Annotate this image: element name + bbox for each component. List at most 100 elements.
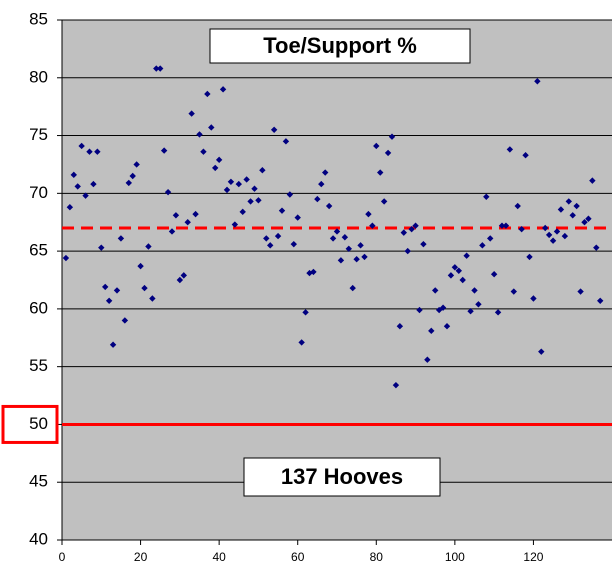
y-tick-label: 65	[29, 241, 48, 260]
y-tick-label: 80	[29, 67, 48, 86]
point	[329, 235, 337, 242]
y-tick-label: 45	[29, 472, 48, 491]
point	[443, 323, 451, 330]
point	[569, 212, 576, 219]
point	[404, 247, 411, 255]
point	[353, 256, 360, 263]
point	[286, 191, 294, 198]
point	[235, 180, 242, 188]
point	[113, 287, 121, 294]
point	[384, 149, 392, 157]
point	[333, 228, 341, 235]
point	[494, 309, 502, 316]
point	[145, 243, 152, 250]
point	[274, 232, 282, 240]
point	[581, 219, 588, 226]
point	[164, 188, 172, 196]
point	[117, 235, 125, 242]
point	[545, 231, 553, 239]
point	[78, 142, 85, 150]
point	[538, 348, 545, 355]
x-tick-label: 120	[523, 550, 543, 564]
point	[314, 195, 321, 203]
point	[561, 232, 569, 240]
point	[121, 317, 129, 324]
point	[490, 271, 498, 278]
point	[420, 240, 427, 248]
point	[149, 295, 156, 302]
point	[70, 171, 77, 179]
point	[463, 252, 470, 259]
point	[502, 222, 510, 229]
point	[377, 169, 384, 176]
point	[325, 202, 333, 210]
point	[322, 169, 329, 176]
point	[341, 234, 349, 241]
point	[483, 193, 490, 200]
point	[549, 237, 557, 244]
point	[522, 152, 529, 159]
point	[160, 147, 168, 154]
y-tick-label: 55	[29, 356, 48, 375]
point	[141, 284, 148, 292]
point	[459, 276, 466, 284]
point	[557, 206, 565, 213]
x-tick-label: 100	[445, 550, 465, 564]
point	[290, 240, 297, 248]
point	[109, 341, 117, 348]
point	[432, 287, 439, 294]
point	[125, 179, 132, 187]
point	[345, 245, 352, 252]
point	[526, 253, 533, 261]
point	[589, 177, 596, 184]
x-tick-label: 80	[370, 550, 384, 564]
point	[82, 192, 89, 199]
point	[412, 222, 419, 229]
point	[62, 254, 70, 262]
point	[133, 161, 140, 168]
y-tick-label: 60	[29, 298, 48, 317]
point	[439, 304, 447, 311]
point	[239, 208, 246, 216]
point	[219, 86, 227, 93]
point	[223, 186, 231, 194]
point	[597, 297, 604, 304]
point	[168, 228, 176, 235]
point	[298, 339, 305, 346]
annotation: 137 Hooves	[281, 464, 403, 489]
point	[270, 126, 278, 133]
annotation-box	[209, 28, 471, 64]
point	[361, 253, 368, 261]
point	[259, 167, 266, 174]
point	[74, 183, 81, 190]
point	[565, 198, 572, 205]
point	[94, 148, 101, 155]
point	[392, 381, 400, 389]
point	[506, 146, 514, 153]
point	[396, 323, 404, 330]
point	[212, 164, 219, 172]
plot-area	[62, 20, 612, 540]
point	[200, 148, 207, 155]
point	[129, 172, 136, 180]
point	[137, 262, 144, 270]
y-tick-label: 70	[29, 183, 48, 202]
point	[192, 210, 199, 218]
point	[475, 301, 482, 308]
point	[176, 276, 184, 284]
point	[267, 242, 274, 249]
point	[66, 204, 74, 211]
point	[518, 225, 525, 233]
point	[204, 90, 211, 98]
annotation: Toe/Support %	[263, 33, 417, 58]
point	[247, 198, 254, 205]
point	[263, 235, 270, 242]
point	[302, 309, 309, 316]
point	[243, 176, 250, 183]
point	[416, 306, 423, 314]
point	[530, 295, 537, 302]
point	[577, 288, 584, 295]
point	[105, 297, 113, 304]
y-tick-label: 50	[29, 414, 48, 433]
point	[102, 283, 109, 291]
